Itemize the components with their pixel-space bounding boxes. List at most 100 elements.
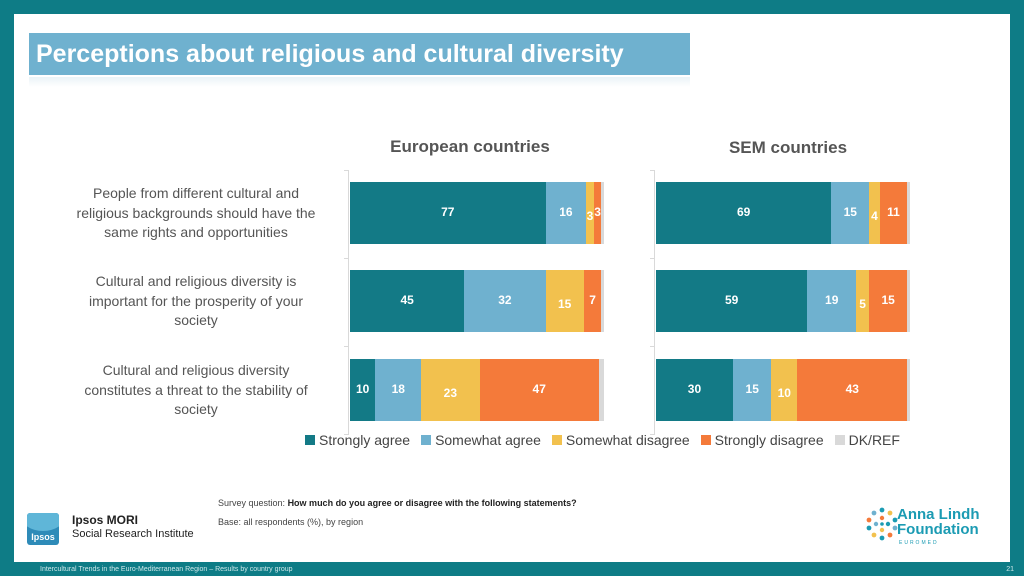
- axis-tick: [650, 258, 655, 259]
- anna-lindh-line1: Anna Lindh: [897, 506, 980, 523]
- stacked-bar: 69 15 4 11: [656, 182, 910, 244]
- data-label: 15: [745, 382, 759, 396]
- data-label: 15: [843, 205, 857, 219]
- axis-tick: [650, 434, 655, 435]
- bar-segment-somewhat-agree: [831, 182, 870, 244]
- bar-segment-strongly-agree: [350, 270, 465, 332]
- stacked-bar: 10 18 23 47: [350, 359, 604, 421]
- data-label: 7: [589, 293, 596, 307]
- axis-tick: [344, 170, 349, 171]
- bar-segment-strongly-disagree: [797, 359, 908, 421]
- bar-segment-somewhat-agree: [545, 182, 587, 244]
- anna-lindh-logo-icon: [866, 507, 898, 541]
- data-label: 45: [400, 293, 414, 307]
- axis-line: [654, 170, 655, 435]
- panel-heading-european: European countries: [390, 137, 550, 156]
- anna-lindh-sub: EUROMED: [899, 540, 939, 546]
- data-label: 5: [859, 297, 866, 311]
- legend-swatch: [700, 435, 711, 445]
- legend-swatch: [305, 435, 315, 445]
- bar-segment-strongly-agree: [350, 182, 546, 244]
- bar-segment-dk-ref: [907, 270, 910, 332]
- bar-segment-strongly-disagree: [479, 359, 599, 421]
- row-label-threat: Cultural and religious diversity constit…: [84, 362, 308, 417]
- bar-segment-somewhat-disagree: [771, 359, 798, 421]
- stacked-bar: 77 16 3 3: [350, 182, 604, 244]
- ipsos-subtitle: Social Research Institute: [72, 528, 194, 540]
- stacked-bar: 30 15 10 43: [656, 359, 910, 421]
- legend-label: Somewhat agree: [435, 432, 541, 448]
- bar-segment-strongly-disagree: [593, 182, 602, 244]
- legend-label: Somewhat disagree: [565, 432, 690, 448]
- bar-segment-strongly-disagree: [583, 270, 602, 332]
- legend-item-strongly-disagree: Strongly disagree: [700, 432, 824, 448]
- row-label-prosperity: Cultural and religious diversity is impo…: [89, 273, 303, 328]
- ipsos-name: Ipsos MORI: [72, 513, 139, 527]
- footer-text: Intercultural Trends in the Euro-Mediter…: [40, 566, 293, 573]
- bar-segment-somewhat-agree: [807, 270, 857, 332]
- page-number: 21: [1006, 566, 1014, 573]
- data-label: 11: [887, 205, 900, 219]
- legend-item-somewhat-disagree: Somewhat disagree: [551, 432, 690, 448]
- ipsos-logo: Ipsos: [27, 513, 59, 545]
- bar-segment-somewhat-disagree: [869, 182, 880, 244]
- bar-segment-somewhat-disagree: [586, 182, 594, 244]
- data-label: 3: [586, 209, 594, 223]
- bar-segment-dk-ref: [598, 359, 604, 421]
- legend-swatch: [834, 435, 845, 445]
- axis-line: [348, 170, 349, 435]
- bar-segment-somewhat-disagree: [421, 359, 480, 421]
- survey-question-text: How much do you agree or disagree with t…: [287, 498, 577, 508]
- legend-label: Strongly agree: [319, 432, 411, 448]
- bar-segment-strongly-agree: [656, 270, 808, 332]
- legend: Strongly agree Somewhat agree Somewhat d…: [305, 432, 911, 448]
- page-title: Perceptions about religious and cultural…: [29, 33, 690, 75]
- bar-segment-strongly-agree: [350, 359, 376, 421]
- legend-swatch: [421, 435, 432, 445]
- axis-tick: [344, 258, 349, 259]
- data-label: 19: [825, 293, 839, 307]
- legend-label: DK/REF: [848, 432, 900, 448]
- data-label: 47: [532, 382, 546, 396]
- legend-item-dk-ref: DK/REF: [834, 432, 900, 448]
- data-label: 16: [559, 205, 573, 219]
- bar-segment-strongly-disagree: [879, 182, 908, 244]
- bar-segment-strongly-agree: [656, 359, 733, 421]
- axis-tick: [650, 170, 655, 171]
- bar-segment-somewhat-disagree: [856, 270, 869, 332]
- data-label: 59: [724, 293, 739, 307]
- data-label: 30: [687, 382, 702, 396]
- panel-heading-sem: SEM countries: [728, 138, 848, 157]
- legend-item-somewhat-agree: Somewhat agree: [421, 432, 541, 448]
- bar-segment-dk-ref: [907, 182, 910, 244]
- axis-tick: [344, 434, 349, 435]
- base-note: Base: all respondents (%), by region: [218, 517, 364, 527]
- data-label: 18: [391, 382, 405, 396]
- axis-tick: [344, 346, 349, 347]
- bar-segment-strongly-agree: [656, 182, 832, 244]
- row-label-equal-rights: People from different cultural and relig…: [76, 185, 316, 240]
- bar-segment-dk-ref: [907, 359, 910, 421]
- ipsos-logo-text: Ipsos: [31, 532, 55, 542]
- bar-segment-somewhat-agree: [732, 359, 772, 421]
- stacked-bar: 45 32 15 7: [350, 270, 604, 332]
- legend-label: Strongly disagree: [714, 432, 824, 448]
- data-label: 77: [441, 205, 455, 219]
- bar-segment-somewhat-disagree: [545, 270, 584, 332]
- data-label: 32: [498, 293, 512, 307]
- data-label: 23: [443, 386, 458, 400]
- survey-question-prefix: Survey question:: [218, 498, 286, 508]
- data-label: 3: [594, 205, 601, 219]
- bar-segment-dk-ref: [601, 270, 604, 332]
- title-underline: [29, 77, 690, 87]
- legend-item-strongly-agree: Strongly agree: [305, 432, 410, 448]
- data-label: 4: [871, 209, 878, 223]
- anna-lindh-name: Anna Lindh Foundation: [897, 507, 980, 537]
- bar-segment-strongly-disagree: [868, 270, 908, 332]
- anna-lindh-line2: Foundation: [897, 521, 979, 538]
- data-label: 43: [845, 382, 859, 396]
- survey-question: Survey question: How much do you agree o…: [218, 498, 577, 508]
- bar-segment-dk-ref: [601, 182, 604, 244]
- data-label: 15: [881, 293, 895, 307]
- axis-tick: [650, 346, 655, 347]
